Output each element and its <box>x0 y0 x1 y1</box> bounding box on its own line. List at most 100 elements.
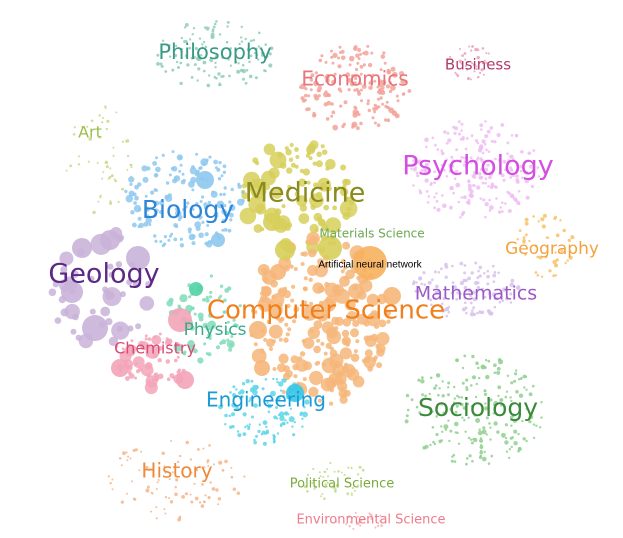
bubble <box>356 61 360 65</box>
bubble <box>344 299 356 311</box>
bubble <box>316 309 329 322</box>
bubble <box>318 300 324 306</box>
bubble <box>471 290 476 295</box>
bubble <box>330 49 333 53</box>
cluster-label-philosophy: Philosophy <box>158 40 271 64</box>
bubble <box>472 437 475 441</box>
bubble <box>155 166 161 173</box>
bubble <box>363 50 369 56</box>
bubble <box>176 355 180 359</box>
bubble <box>555 258 559 262</box>
bubble <box>520 150 524 154</box>
bubble <box>412 167 417 172</box>
bubble <box>217 72 221 76</box>
bubble <box>226 25 229 28</box>
bubble <box>485 148 488 152</box>
bubble <box>480 68 484 72</box>
bubble <box>485 416 489 420</box>
bubble <box>515 174 519 178</box>
bubble <box>464 147 468 151</box>
bubble <box>115 344 119 348</box>
bubble <box>483 295 487 299</box>
bubble <box>157 345 163 351</box>
bubble <box>184 23 189 27</box>
bubble <box>171 166 178 172</box>
bubble <box>77 163 81 166</box>
bubble <box>103 289 110 296</box>
bubble <box>345 342 350 347</box>
bubble <box>375 515 378 518</box>
bubble <box>497 394 500 398</box>
bubble <box>488 175 492 180</box>
bubble <box>226 21 230 24</box>
bubble <box>475 67 478 71</box>
bubble <box>434 143 437 147</box>
bubble <box>71 270 79 278</box>
bubble <box>187 227 192 232</box>
bubble <box>367 365 373 372</box>
bubble <box>151 335 162 345</box>
bubble <box>420 169 424 172</box>
bubble <box>474 395 478 399</box>
bubble <box>466 402 470 406</box>
bubble <box>188 38 192 41</box>
bubble <box>298 213 310 224</box>
bubble <box>450 291 454 295</box>
bubble <box>312 282 324 294</box>
bubble <box>267 410 271 414</box>
bubble <box>316 338 321 343</box>
bubble <box>146 373 151 378</box>
bubble-large <box>196 171 214 189</box>
bubble <box>378 319 387 328</box>
bubble <box>484 406 489 411</box>
cluster-label-materials-science: Materials Science <box>319 227 424 241</box>
bubble <box>570 235 575 240</box>
bubble <box>342 184 347 189</box>
bubble <box>225 331 230 335</box>
bubble <box>196 79 199 82</box>
bubble <box>121 187 124 191</box>
bubble <box>489 205 494 210</box>
bubble <box>468 45 471 48</box>
bubble <box>323 351 328 356</box>
bubble <box>442 296 446 301</box>
cluster-label-sociology: Sociology <box>418 393 538 422</box>
bubble <box>537 220 540 223</box>
bubble <box>469 193 475 199</box>
bubble <box>267 403 272 409</box>
bubble <box>318 58 323 63</box>
bubble <box>184 54 188 58</box>
bubble <box>257 45 261 48</box>
bubble <box>217 177 222 181</box>
bubble <box>169 500 174 504</box>
bubble <box>470 49 473 52</box>
bubble <box>313 485 317 489</box>
bubble <box>347 88 351 92</box>
bubble <box>412 184 415 187</box>
bubble <box>457 200 461 204</box>
bubble <box>290 162 296 168</box>
bubble <box>160 64 164 68</box>
bubble <box>153 234 157 238</box>
bubble <box>194 172 199 177</box>
bubble <box>173 223 178 228</box>
bubble <box>478 428 481 431</box>
bubble <box>379 68 383 72</box>
bubble <box>110 174 114 178</box>
bubble <box>369 80 374 85</box>
bubble <box>525 388 528 391</box>
bubble <box>237 433 242 438</box>
bubble <box>370 333 379 342</box>
bubble <box>200 504 205 508</box>
bubble <box>481 151 485 155</box>
bubble <box>478 311 482 314</box>
bubble <box>241 191 245 194</box>
bubble <box>309 88 313 92</box>
bubble <box>304 399 310 405</box>
bubble <box>204 232 209 237</box>
bubble <box>290 298 295 303</box>
bubble <box>307 143 317 152</box>
bubble <box>517 190 521 193</box>
bubble <box>323 497 326 501</box>
bubble <box>350 328 359 338</box>
